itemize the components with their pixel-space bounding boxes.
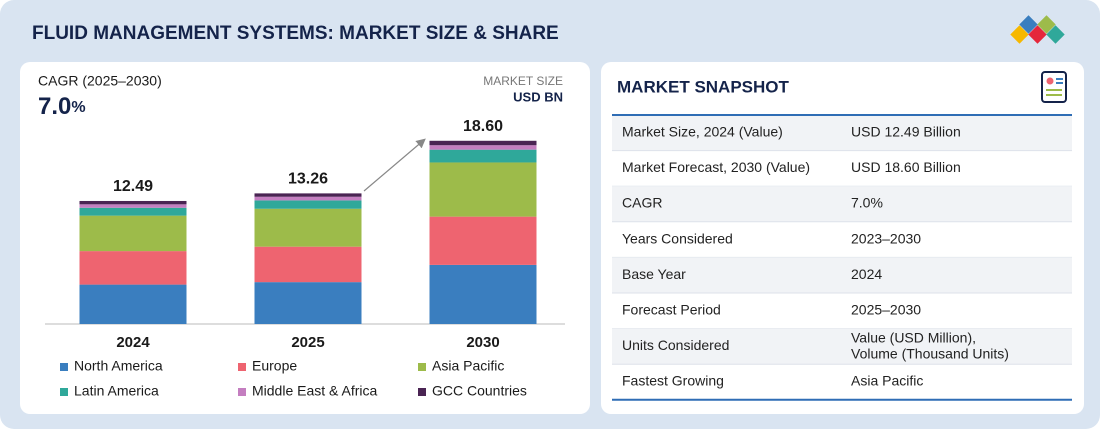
- total-label: 12.49: [113, 178, 153, 195]
- bar-segment: [79, 251, 187, 285]
- row-value: 2023–2030: [851, 230, 921, 246]
- bar-segment: [79, 204, 187, 208]
- bar-segment: [254, 200, 362, 209]
- bar-segment: [79, 215, 187, 252]
- bar-segment: [429, 140, 537, 146]
- row-value: Value (USD Million), Volume (Thousand Uni…: [851, 329, 1009, 361]
- row-label: CAGR: [622, 195, 662, 211]
- row-value: 2025–2030: [851, 302, 921, 318]
- bar-segment: [429, 162, 537, 217]
- legend-swatch: [238, 363, 246, 371]
- snapshot-title: MARKET SNAPSHOT: [617, 77, 790, 96]
- row-value: Asia Pacific: [851, 373, 923, 389]
- row-shade: [612, 115, 1072, 151]
- legend-swatch: [418, 363, 426, 371]
- row-value: USD 18.60 Billion: [851, 159, 961, 175]
- bar-segment: [254, 196, 362, 201]
- legend-label: Latin America: [74, 383, 159, 399]
- bar-segment: [429, 216, 537, 265]
- bar-segment: [79, 207, 187, 216]
- bar-segment: [429, 145, 537, 150]
- row-shade: [612, 186, 1072, 222]
- legend-swatch: [60, 363, 68, 371]
- x-tick-label: 2030: [466, 334, 499, 351]
- row-shade: [612, 328, 1072, 365]
- legend-swatch: [60, 388, 68, 396]
- legend-swatch: [238, 388, 246, 396]
- legend-label: Europe: [252, 358, 297, 374]
- row-label: Base Year: [622, 266, 686, 282]
- row-value: USD 12.49 Billion: [851, 124, 961, 140]
- bar-segment: [254, 208, 362, 247]
- row-label: Forecast Period: [622, 302, 721, 318]
- cagr-number: 7.0: [38, 93, 71, 120]
- cagr-unit: %: [71, 99, 85, 116]
- logo: [1010, 15, 1065, 44]
- page-title: FLUID MANAGEMENT SYSTEMS: MARKET SIZE & …: [32, 23, 559, 44]
- bar-segment: [79, 284, 187, 324]
- total-label: 13.26: [288, 171, 328, 188]
- legend-label: North America: [74, 358, 163, 374]
- cagr-label: CAGR (2025–2030): [38, 73, 162, 89]
- bar-segment: [429, 264, 537, 324]
- legend-swatch: [418, 388, 426, 396]
- bar-segment: [254, 282, 362, 324]
- row-label: Market Forecast, 2030 (Value): [622, 159, 810, 175]
- row-value: 7.0%: [851, 195, 883, 211]
- x-tick-label: 2025: [291, 334, 324, 351]
- legend-label: Middle East & Africa: [252, 383, 377, 399]
- row-label: Fastest Growing: [622, 373, 724, 389]
- snapshot-icon: [1041, 71, 1067, 103]
- row-shade: [612, 257, 1072, 293]
- bar-segment: [254, 246, 362, 283]
- row-label: Years Considered: [622, 230, 733, 246]
- bar-segment: [254, 193, 362, 197]
- cagr-value: 7.0%: [38, 93, 86, 120]
- x-tick-label: 2024: [116, 334, 150, 351]
- row-label: Market Size, 2024 (Value): [622, 124, 783, 140]
- legend-label: Asia Pacific: [432, 358, 504, 374]
- bar-segment: [79, 200, 187, 205]
- row-value: 2024: [851, 266, 882, 282]
- growth-arrow: [363, 138, 426, 192]
- bar-segment: [429, 149, 537, 163]
- unit-label: MARKET SIZE: [483, 74, 563, 88]
- total-label: 18.60: [463, 118, 503, 135]
- unit: USD BN: [513, 89, 563, 104]
- row-label: Units Considered: [622, 337, 729, 353]
- legend-label: GCC Countries: [432, 383, 527, 399]
